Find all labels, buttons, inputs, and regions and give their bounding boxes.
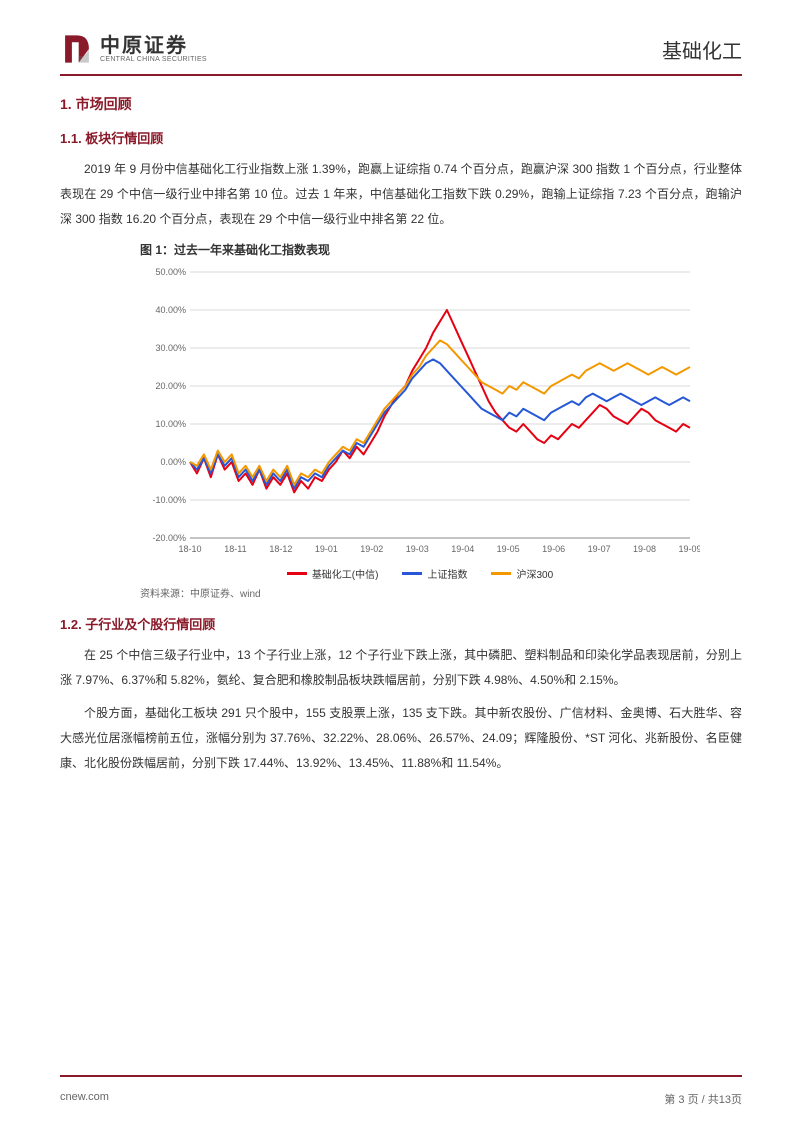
svg-text:-20.00%: -20.00%: [152, 533, 186, 543]
svg-text:18-11: 18-11: [224, 544, 246, 554]
logo-text-cn: 中原证券: [100, 36, 207, 56]
svg-text:30.00%: 30.00%: [155, 343, 186, 353]
page-header: 中原证券 CENTRAL CHINA SECURITIES 基础化工: [60, 32, 742, 76]
chart-legend: 基础化工(中信) 上证指数 沪深300: [140, 566, 700, 581]
svg-text:19-06: 19-06: [542, 544, 565, 554]
heading-1: 1. 市场回顾: [60, 94, 742, 114]
logo-icon: [60, 32, 94, 66]
footer-rule: [60, 1075, 742, 1077]
legend-label: 沪深300: [516, 566, 553, 581]
heading-1-1: 1.1. 板块行情回顾: [60, 128, 742, 147]
svg-text:10.00%: 10.00%: [155, 419, 186, 429]
svg-text:18-10: 18-10: [178, 544, 201, 554]
legend-swatch: [402, 572, 422, 575]
paragraph-2: 在 25 个中信三级子行业中，13 个子行业上涨，12 个子行业下跌上涨，其中磷…: [60, 643, 742, 693]
svg-text:18-12: 18-12: [269, 544, 292, 554]
figure-1-source: 资料来源：中原证券、wind: [140, 585, 742, 600]
paragraph-1: 2019 年 9 月份中信基础化工行业指数上涨 1.39%，跑赢上证综指 0.7…: [60, 157, 742, 233]
svg-text:19-02: 19-02: [360, 544, 383, 554]
legend-label: 基础化工(中信): [312, 566, 379, 581]
legend-item: 上证指数: [402, 566, 467, 581]
document-category: 基础化工: [662, 35, 742, 64]
svg-text:19-03: 19-03: [406, 544, 429, 554]
line-chart-svg: -20.00% -10.00% 0.00% 10.00% 20.00% 30.00% 40.…: [140, 262, 700, 562]
heading-1-2: 1.2. 子行业及个股行情回顾: [60, 614, 742, 633]
footer-url: cnew.com: [60, 1091, 109, 1107]
page-footer: cnew.com 第 3 页 / 共13页: [60, 1091, 742, 1107]
figure-1-chart: -20.00% -10.00% 0.00% 10.00% 20.00% 30.00% 40.…: [140, 262, 700, 562]
legend-item: 基础化工(中信): [287, 566, 379, 581]
legend-swatch: [287, 572, 307, 575]
company-logo: 中原证券 CENTRAL CHINA SECURITIES: [60, 32, 207, 66]
svg-text:20.00%: 20.00%: [155, 381, 186, 391]
logo-text-en: CENTRAL CHINA SECURITIES: [100, 56, 207, 63]
svg-text:19-04: 19-04: [451, 544, 474, 554]
legend-label: 上证指数: [427, 566, 467, 581]
svg-text:0.00%: 0.00%: [160, 457, 186, 467]
footer-page-number: 第 3 页 / 共13页: [664, 1091, 742, 1107]
legend-swatch: [491, 572, 511, 575]
svg-text:19-05: 19-05: [497, 544, 520, 554]
paragraph-3: 个股方面，基础化工板块 291 只个股中，155 支股票上涨，135 支下跌。其…: [60, 701, 742, 777]
svg-text:19-01: 19-01: [315, 544, 338, 554]
svg-text:50.00%: 50.00%: [155, 267, 186, 277]
svg-text:40.00%: 40.00%: [155, 305, 186, 315]
svg-text:-10.00%: -10.00%: [152, 495, 186, 505]
svg-text:19-08: 19-08: [633, 544, 656, 554]
legend-item: 沪深300: [491, 566, 553, 581]
svg-text:19-09: 19-09: [678, 544, 700, 554]
svg-text:19-07: 19-07: [588, 544, 611, 554]
figure-1-title: 图 1：过去一年来基础化工指数表现: [140, 241, 742, 258]
